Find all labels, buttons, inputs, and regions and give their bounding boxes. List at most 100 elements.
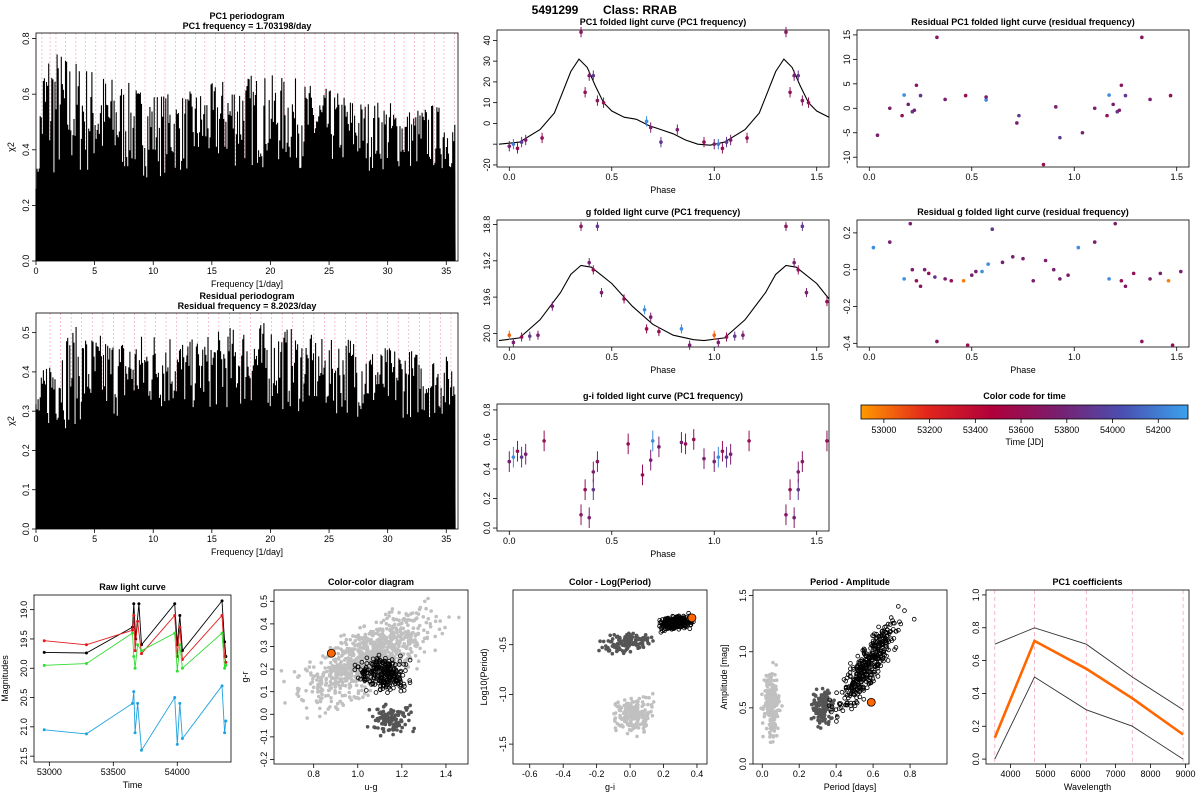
sample-point	[399, 718, 403, 722]
sample-point	[296, 694, 301, 698]
sample-point	[853, 671, 859, 677]
data-point	[974, 269, 978, 274]
data-point	[728, 138, 733, 142]
sample-point	[416, 626, 420, 630]
sample-point	[870, 633, 875, 638]
sample-point	[352, 667, 358, 672]
sample-point	[350, 673, 354, 678]
sample-point	[428, 624, 433, 629]
sample-point	[376, 629, 381, 633]
sample-point	[336, 646, 340, 650]
data-point	[648, 315, 653, 319]
sample-point	[411, 729, 415, 734]
sample-point	[425, 636, 430, 641]
sample-point	[631, 631, 635, 636]
sample-point	[618, 716, 623, 720]
sample-point	[640, 636, 645, 640]
sample-point	[764, 688, 769, 693]
data-point	[1080, 130, 1085, 135]
colorbar-tick-label: 54200	[1146, 425, 1171, 435]
data-point	[1123, 284, 1128, 289]
sample-point	[638, 712, 643, 717]
gi-folded-panel: 0.0 0.5 1.0 1.5 0.0 0.2 0.4 0.6 0.8 g-i folded li…	[482, 391, 830, 559]
sample-point	[597, 648, 601, 653]
sample-point	[378, 733, 383, 738]
sample-point	[846, 684, 852, 689]
chart-title: Period - Amplitude	[810, 577, 890, 587]
data-point	[691, 437, 696, 442]
sample-point	[324, 681, 329, 685]
y-axis-label: χ2	[6, 142, 16, 152]
sample-point	[318, 699, 323, 704]
data-point	[527, 334, 532, 338]
sample-point	[826, 688, 830, 693]
sample-point	[357, 696, 361, 701]
sample-point	[850, 689, 855, 695]
y-tick-label: 0.4	[21, 144, 31, 157]
sample-point	[864, 685, 870, 691]
data-point	[800, 459, 805, 464]
sample-point	[818, 718, 822, 723]
data-point	[583, 487, 587, 492]
sample-point	[343, 684, 348, 688]
sample-point	[393, 723, 398, 728]
data-point	[595, 98, 600, 103]
sample-point	[342, 633, 346, 637]
sample-point	[774, 678, 779, 682]
coefficient-line	[993, 639, 1184, 739]
sample-point	[631, 716, 635, 721]
data-point	[800, 224, 805, 229]
sample-point	[319, 675, 324, 680]
sample-point	[409, 637, 413, 641]
sample-point	[371, 643, 376, 647]
sample-point	[618, 635, 622, 640]
x-tick-label: 5	[92, 266, 97, 276]
data-point	[519, 455, 524, 459]
band-point	[42, 639, 46, 643]
sample-point	[640, 700, 645, 704]
band-point	[178, 625, 182, 629]
x-tick-label: 0.5	[606, 172, 619, 182]
band-line	[44, 684, 227, 752]
band-point	[173, 631, 177, 635]
sample-point	[765, 706, 770, 711]
y-tick-label: 0.6	[971, 654, 981, 667]
sample-point	[829, 704, 835, 709]
x-tick-label: 0.2	[657, 769, 670, 779]
sample-point	[651, 700, 656, 704]
sample-point	[402, 641, 407, 646]
band-point	[131, 628, 134, 632]
y-tick-label: 19.0	[19, 601, 29, 619]
sample-point	[674, 623, 679, 629]
sample-point	[385, 616, 389, 621]
sample-point	[319, 661, 324, 665]
x-axis-label: Phase	[650, 365, 676, 375]
plot-frame	[496, 29, 830, 168]
band-point	[42, 663, 46, 667]
y-tick-label: 20.0	[19, 659, 29, 677]
sample-point	[621, 642, 625, 646]
sample-point	[383, 655, 388, 661]
sample-point	[768, 732, 773, 737]
data-point	[1148, 277, 1152, 281]
x-tick-label: 0.0	[756, 769, 769, 779]
sample-point	[347, 664, 352, 669]
sample-point	[766, 713, 771, 717]
sample-point	[292, 670, 297, 674]
sample-point	[764, 679, 769, 684]
sample-point	[363, 632, 368, 637]
sample-point	[361, 695, 365, 699]
sample-point	[625, 716, 630, 721]
y-tick-label: 0.5	[259, 595, 269, 608]
colorbar-tick-label: 54000	[1100, 425, 1125, 435]
sample-point	[371, 670, 376, 675]
data-point	[724, 335, 729, 339]
data-point	[1021, 256, 1025, 261]
sample-point	[392, 622, 397, 627]
sample-point	[438, 619, 443, 623]
sample-point	[359, 684, 364, 688]
sample-point	[315, 678, 319, 682]
y-tick-label: -0.2	[259, 752, 269, 768]
color-log-period-panel: -0.6 -0.4 -0.2 0.0 0.2 0.4 -1.5 -1.0 -0.5 Color -…	[479, 577, 708, 792]
sample-point	[647, 641, 651, 646]
